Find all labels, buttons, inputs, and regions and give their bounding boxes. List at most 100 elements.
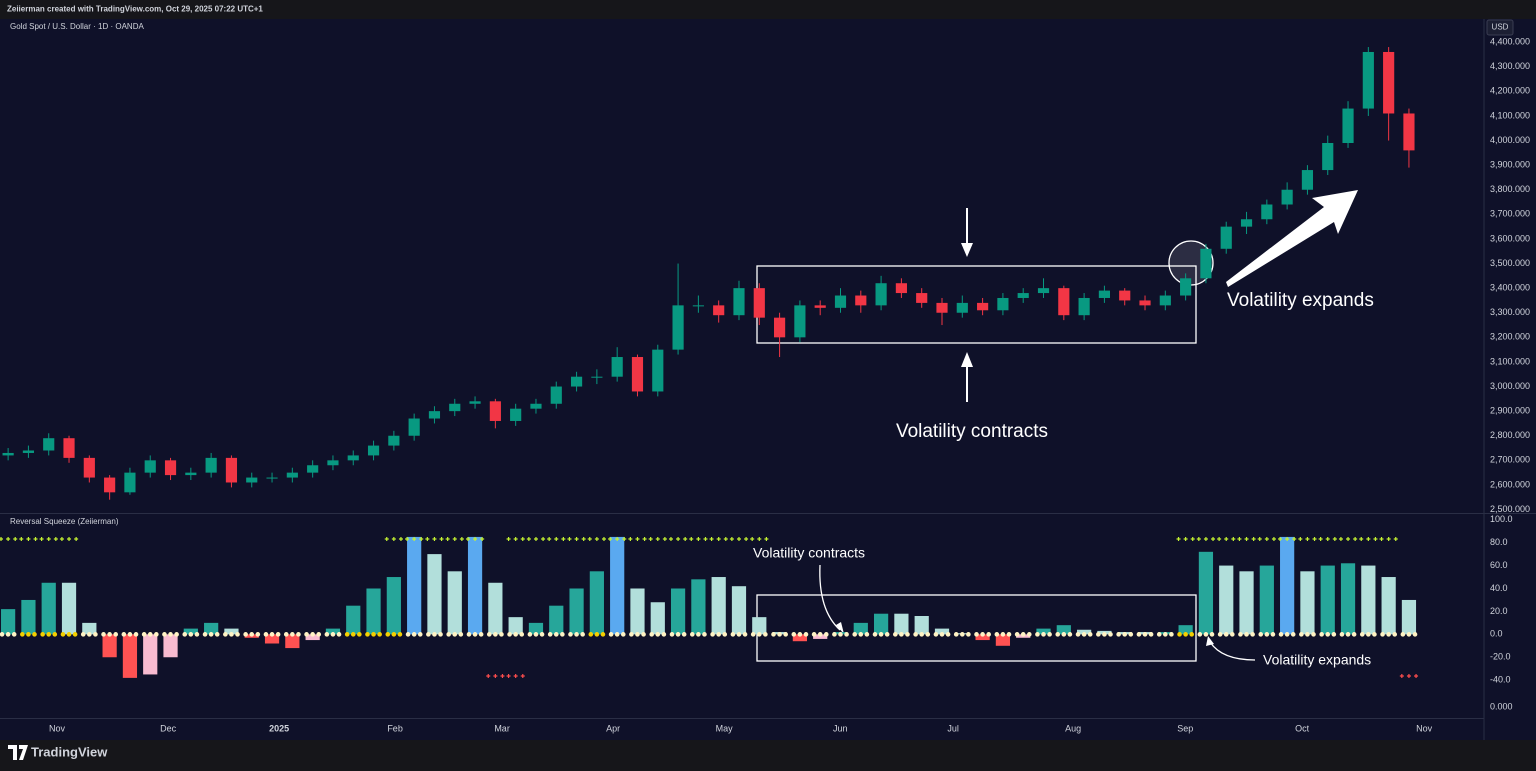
signal-marker [526,537,546,541]
y-tick-label: 3,200.000 [1490,332,1530,342]
currency[interactable]: USD [1492,23,1509,32]
x-tick-label: Nov [1416,723,1433,733]
y-tick-label: 2,500.000 [1490,504,1530,514]
squeeze-dot [872,632,878,637]
histogram-bar [528,622,544,635]
y-tick-label: 4,200.000 [1490,86,1530,96]
signal-marker [1217,537,1236,541]
signal-plus [493,674,498,678]
histogram-bar [21,599,36,635]
histogram-bar [873,613,889,635]
signal-plus [642,537,647,541]
signal-plus [1211,537,1216,541]
squeeze-dot [756,632,762,637]
squeeze-dot [919,632,925,637]
squeeze-dot [925,632,931,637]
signal-marker [405,537,424,541]
signal-plus [412,537,417,541]
x-tick-label: Jul [947,723,959,733]
signal-plus [520,674,525,678]
squeeze-dot [486,632,492,637]
candle-body [510,408,522,421]
squeeze-dot [243,632,248,637]
signal-plus [676,537,681,541]
squeeze-dot [405,632,411,637]
signal-plus [59,537,64,541]
y-tick-label: -20.0 [1490,652,1511,662]
squeeze-dot [154,632,159,637]
signal-plus [398,537,403,541]
squeeze-dot [1305,632,1310,637]
squeeze-dot [296,632,301,637]
histogram-bar [1361,565,1376,635]
squeeze-dot [263,632,269,637]
squeeze-dot [893,632,898,637]
candle-body [774,317,786,338]
signal-plus [39,537,44,541]
currency-badge[interactable] [1486,19,1514,36]
squeeze-dot [838,632,843,637]
candle-body [388,435,400,446]
squeeze-dot [235,632,240,637]
squeeze-dot [32,632,37,637]
squeeze-dot [527,632,533,637]
squeeze-dot [162,632,167,637]
histogram-bar [752,617,767,635]
candle-body [1139,300,1151,306]
signal-plus [513,674,518,678]
squeeze-dot [1380,632,1385,637]
squeeze-dot [127,632,133,637]
signal-marker [1318,537,1337,541]
signal-plus [547,537,552,541]
squeeze-dot [5,632,11,637]
signal-plus [648,537,653,541]
squeeze-dot [377,632,382,637]
signal-plus [1176,537,1181,541]
squeeze-dot [710,632,715,637]
signal-plus [391,537,396,541]
candle-body [1362,51,1374,109]
squeeze-dot [493,632,498,637]
squeeze-dot [1400,632,1406,637]
candle-body [347,455,359,461]
logo: TradingView [31,744,108,759]
candle-body [834,295,847,308]
squeeze-dot [121,632,127,637]
squeeze-dot [641,632,646,637]
signal-marker [1399,674,1419,678]
attribution: Zeiierman created with TradingView.com, … [7,5,263,14]
histogram-bar [1340,563,1356,635]
y-tick-label: 4,000.000 [1490,135,1530,145]
y-tick-label: 0.0 [1490,629,1503,639]
squeeze-dot [696,632,701,637]
squeeze-dot [1116,632,1121,637]
squeeze-dot [1319,632,1324,637]
signal-marker [1298,537,1317,541]
histogram-bar [569,588,584,635]
y-tick-label: 60.0 [1490,560,1508,570]
signal-plus [405,537,410,541]
squeeze-dot [324,632,330,637]
signal-plus [445,537,450,541]
logo-icon [8,745,28,760]
squeeze-dot [1075,632,1081,637]
squeeze-dot [255,632,261,637]
candle-body [1180,278,1192,296]
signal-plus [19,537,24,541]
signal-marker [648,537,667,541]
squeeze-dot [344,632,350,637]
signal-marker [709,537,728,541]
candle-body [1240,219,1253,227]
squeeze-dot [1366,632,1371,637]
signal-plus [561,537,566,541]
squeeze-dot [107,632,112,637]
signal-plus [439,537,444,541]
squeeze-dot [229,632,234,637]
squeeze-dot [1000,632,1006,637]
candle-body [733,288,745,316]
squeeze-dot [52,632,58,637]
signal-plus [567,537,572,541]
signal-plus [459,537,464,541]
squeeze-dot [736,632,742,637]
signal-plus [419,537,424,541]
